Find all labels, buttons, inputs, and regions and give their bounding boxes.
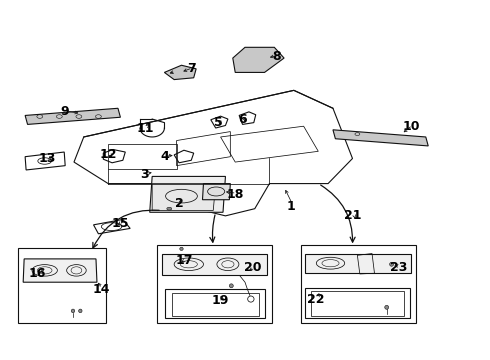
Polygon shape — [164, 65, 196, 80]
Text: 21: 21 — [344, 210, 361, 222]
Text: 20: 20 — [244, 261, 261, 274]
Text: 7: 7 — [187, 62, 196, 75]
Ellipse shape — [385, 305, 389, 309]
Bar — [157, 244, 272, 323]
Text: 6: 6 — [238, 113, 247, 126]
Text: 23: 23 — [390, 261, 408, 274]
Text: 18: 18 — [226, 188, 244, 201]
Polygon shape — [233, 47, 284, 72]
Ellipse shape — [78, 309, 82, 313]
Bar — [18, 248, 106, 323]
Polygon shape — [23, 259, 97, 282]
Text: 3: 3 — [141, 168, 149, 181]
Polygon shape — [150, 176, 225, 212]
Ellipse shape — [390, 262, 393, 266]
Polygon shape — [202, 184, 230, 200]
Text: 14: 14 — [92, 283, 110, 296]
Bar — [301, 244, 416, 323]
Text: 10: 10 — [402, 120, 420, 133]
Text: 16: 16 — [28, 267, 46, 280]
Ellipse shape — [229, 284, 233, 288]
Text: 11: 11 — [136, 122, 153, 135]
Ellipse shape — [180, 247, 183, 251]
Text: 19: 19 — [212, 294, 229, 307]
Text: 1: 1 — [287, 201, 296, 213]
Text: 4: 4 — [160, 150, 169, 163]
Text: 12: 12 — [99, 148, 117, 161]
Ellipse shape — [167, 207, 172, 210]
Text: 22: 22 — [307, 293, 324, 306]
Polygon shape — [162, 253, 267, 275]
Text: 2: 2 — [174, 197, 183, 210]
Text: 5: 5 — [214, 116, 222, 129]
Text: 17: 17 — [175, 254, 193, 267]
Text: 13: 13 — [38, 152, 56, 165]
Ellipse shape — [72, 309, 74, 313]
Polygon shape — [333, 130, 428, 146]
Text: 9: 9 — [60, 105, 69, 118]
Polygon shape — [152, 184, 216, 211]
Text: 15: 15 — [112, 216, 129, 230]
Polygon shape — [305, 253, 411, 273]
Polygon shape — [25, 108, 121, 125]
Text: 8: 8 — [272, 50, 281, 63]
